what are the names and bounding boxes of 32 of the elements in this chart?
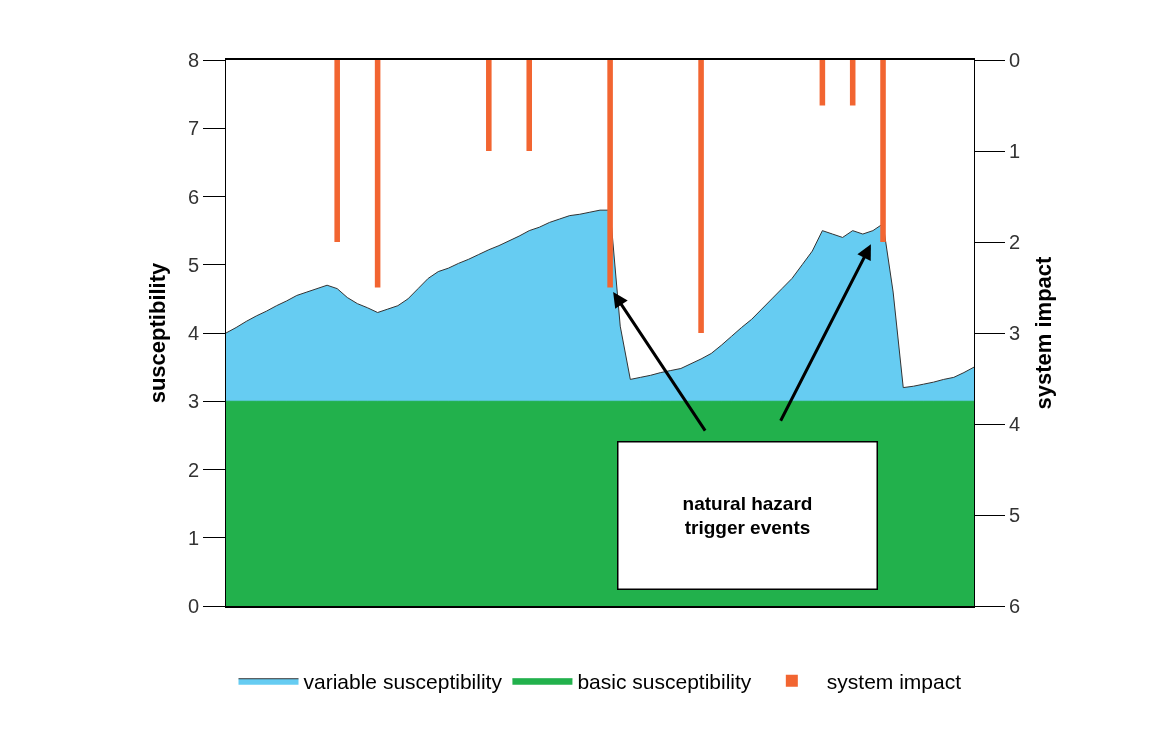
y-tick-label: 7	[187, 117, 199, 140]
y2-tick-label: 6	[1009, 595, 1021, 617]
bar	[849, 60, 856, 106]
bar	[698, 60, 704, 333]
bar	[374, 60, 381, 288]
y2-tick-label: 3	[1009, 322, 1021, 344]
y2-tick-label: 5	[1009, 504, 1021, 526]
y-tick-label: 0	[187, 595, 199, 617]
bar	[526, 60, 533, 151]
y2-tick-label: 4	[1009, 413, 1021, 435]
y-tick-label: 2	[187, 458, 199, 481]
bar	[334, 60, 340, 242]
callout-box: natural hazard trigger events	[617, 441, 878, 590]
y2-tick-label: 2	[1009, 231, 1021, 253]
legend-label: basic susceptibility	[577, 669, 752, 693]
y2-axis-title: system impact	[1031, 255, 1057, 410]
y-tick-label: 5	[187, 253, 199, 276]
y2-tick-label: 1	[1009, 140, 1021, 162]
y-axis-title: susceptibility	[144, 261, 170, 404]
y-tick-label: 1	[187, 526, 199, 549]
y-tick-label: 6	[187, 185, 199, 208]
annotation: natural hazard trigger events	[682, 492, 813, 539]
bar	[819, 60, 826, 106]
bar	[607, 60, 613, 288]
y-tick-label: 4	[187, 322, 199, 344]
legend-label: system impact	[826, 669, 962, 693]
y-tick-label: 3	[187, 390, 199, 413]
y-tick-label: 8	[187, 49, 199, 71]
bar	[486, 60, 492, 151]
bar	[880, 60, 886, 242]
y2-tick-label: 0	[1009, 49, 1021, 71]
legend-label: variable susceptibility	[303, 669, 503, 693]
